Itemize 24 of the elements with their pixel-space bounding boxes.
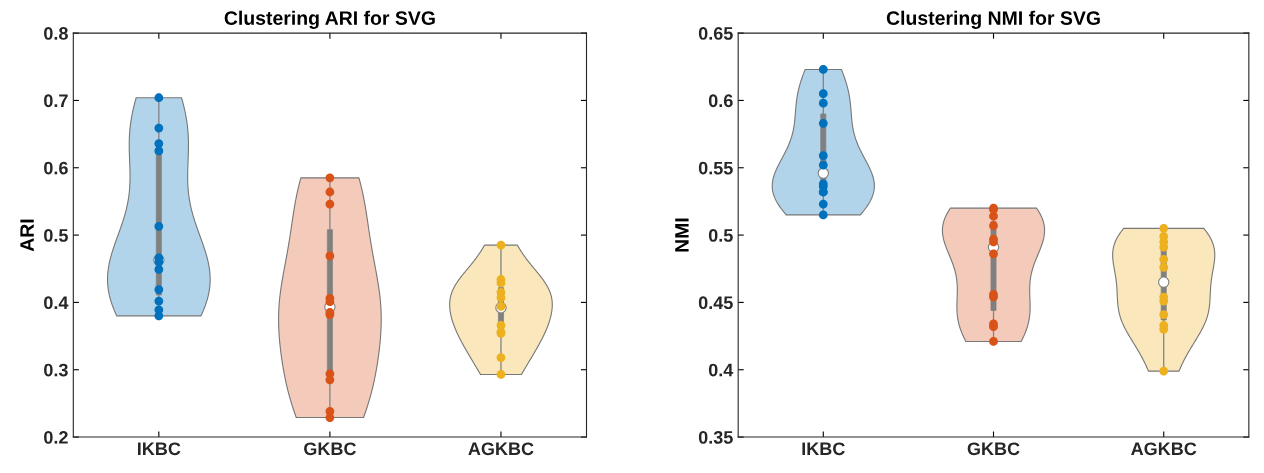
x-tick-label: AGKBC (1131, 442, 1197, 456)
y-tick-label: 0.5 (44, 229, 68, 242)
y-tick-label: 0.45 (698, 296, 733, 310)
y-tick-label: 0.5 (708, 229, 733, 242)
y-tick-label: 0.3 (44, 363, 68, 377)
y-tick-label: 0.65 (698, 27, 733, 40)
x-tick-label: GKBC (304, 442, 356, 456)
y-tick-label: 0.8 (44, 27, 68, 40)
y-axis-title: NMI (675, 218, 689, 252)
y-tick-label: 0.4 (708, 363, 734, 377)
x-tick-label: IKBC (802, 442, 845, 456)
y-tick-label: 0.55 (698, 161, 733, 175)
chart-title: Clustering NMI for SVG (886, 10, 1100, 29)
chart-title: Clustering ARI for SVG (224, 10, 435, 29)
y-tick-label: 0.35 (698, 430, 733, 444)
x-tick-label: GKBC (967, 442, 1020, 456)
y-axis-title: ARI (20, 219, 34, 252)
y-tick-label: 0.6 (44, 161, 68, 175)
y-tick-label: 0.4 (44, 296, 69, 310)
x-tick-label: AGKBC (468, 442, 534, 456)
y-tick-label: 0.7 (44, 94, 68, 108)
y-tick-label: 0.2 (44, 430, 68, 444)
y-tick-label: 0.6 (708, 94, 733, 108)
x-tick-label: IKBC (137, 442, 181, 456)
